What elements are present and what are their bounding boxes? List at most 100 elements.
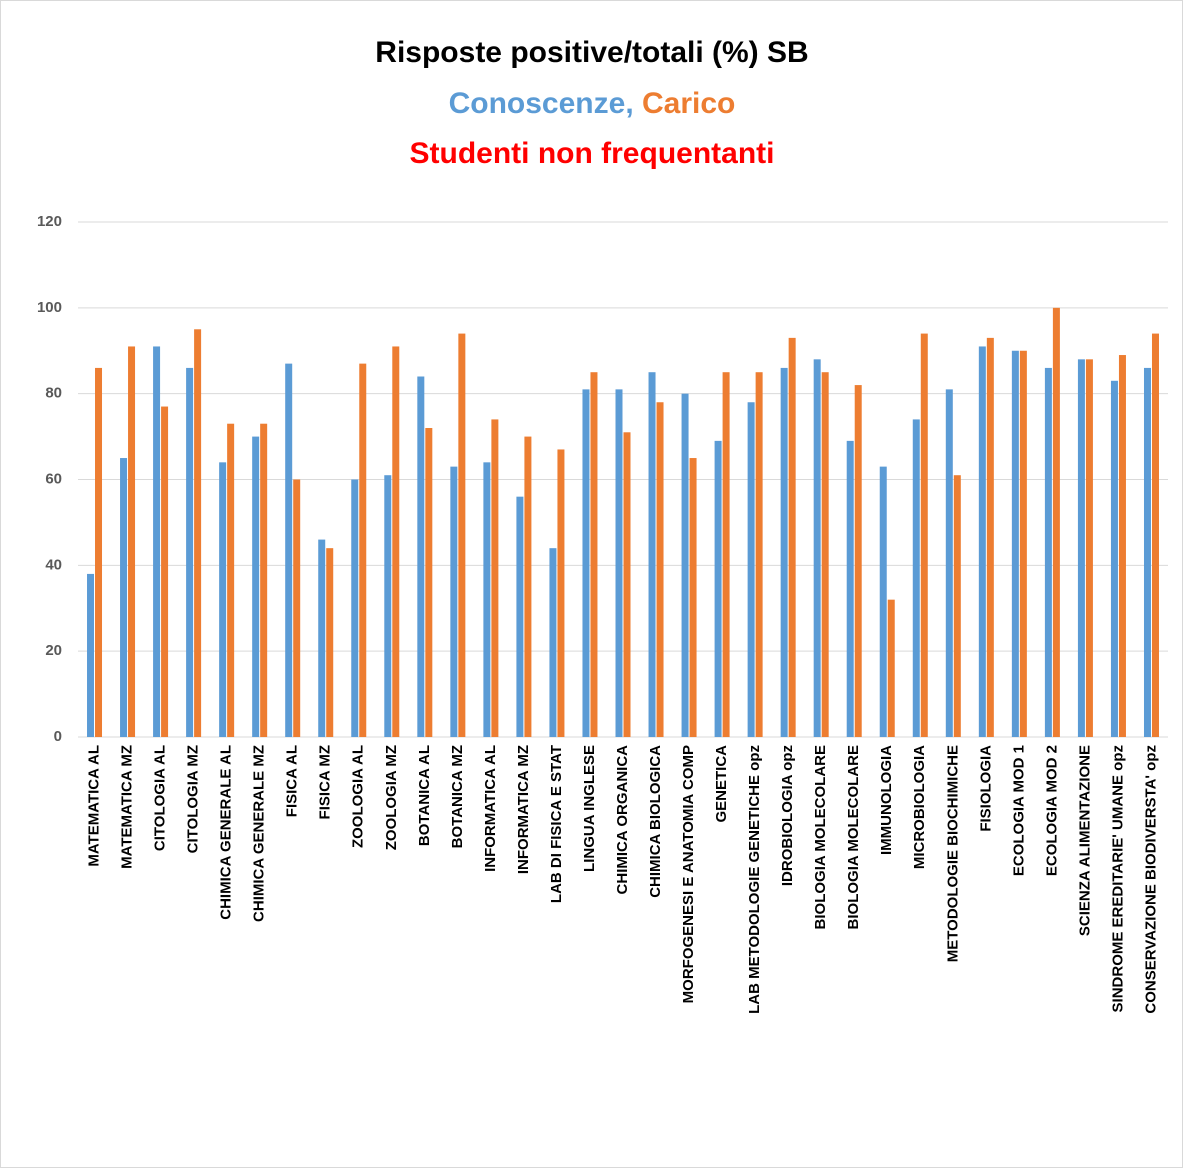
x-tick-label: IMMUNOLOGIA [878,745,895,855]
bar [1118,355,1126,737]
x-tick-label: CHIMICA GENERALE AL [218,745,235,920]
x-tick-label: BOTANICA AL [416,745,433,846]
bar [854,385,862,737]
x-tick-label: MICROBIOLOGIA [911,745,928,869]
x-tick-label: MATEMATICA AL [85,745,102,867]
y-tick-label: 120 [37,213,62,230]
bar [615,389,623,737]
bar [87,573,95,737]
bar [656,402,664,737]
x-tick-label: METODOLOGIE BIOCHIMICHE [944,745,961,962]
y-tick-label: 60 [45,470,62,487]
x-tick-label: MATEMATICA MZ [119,745,136,869]
x-tick-label: SCIENZA ALIMENTAZIONE [1076,745,1093,936]
bar [1019,350,1027,737]
x-tick-label: CITOLOGIA MZ [185,745,202,853]
bar [582,389,590,737]
x-tick-label: GENETICA [713,745,730,823]
x-tick-label: INFORMATICA AL [482,745,499,872]
chart-subtitle: Conoscenze, Carico [449,87,736,120]
x-tick-label: ECOLOGIA MOD 1 [1010,745,1027,876]
bar [714,440,722,737]
bar [384,475,392,737]
bar [648,372,656,737]
bar [623,432,631,737]
bar [722,372,730,737]
bar [1143,367,1151,737]
x-tick-label: ZOOLOGIA MZ [383,745,400,850]
x-tick-label: FISICA MZ [317,745,334,819]
bar [887,599,895,737]
x-tick-label: CITOLOGIA AL [152,745,169,851]
bar [95,367,103,737]
bar [557,449,565,737]
bar [186,367,194,737]
x-tick-label: FISIOLOGIA [977,745,994,832]
bar [945,389,953,737]
bar [120,458,128,737]
x-tick-label: MORFOGENESI E ANATOMIA COMP [680,745,697,1003]
bar [285,363,293,737]
chart-title: Risposte positive/totali (%) SB [375,36,808,69]
x-tick-label: CHIMICA BIOLOGICA [647,745,664,898]
bar [978,346,986,737]
chart-note: Studenti non frequentanti [410,137,775,170]
bar [1044,367,1052,737]
x-tick-label: BIOLOGIA MOLECOLARE [845,745,862,929]
x-tick-label: ECOLOGIA MOD 2 [1043,745,1060,876]
x-tick-label: SINDROME EREDITARIE' UMANE opz [1109,745,1126,1012]
bar [681,393,689,737]
bar [293,479,301,737]
bar [359,363,367,737]
bar [813,359,821,737]
x-tick-label: ZOOLOGIA AL [350,745,367,848]
x-tick-label: BIOLOGIA MOLECOLARE [812,745,829,929]
bar [821,372,829,737]
bar [780,367,788,737]
x-tick-label: LAB METODOLOGIE GENETICHE opz [746,745,763,1014]
bar [1011,350,1019,737]
bar [425,428,433,737]
bar [1077,359,1085,737]
y-tick-label: 80 [45,385,62,402]
bar [524,436,532,737]
bar [689,458,697,737]
bar [1110,380,1118,737]
bar [1151,333,1159,737]
bar [516,496,524,737]
bar [194,329,202,737]
series-name: Carico [642,87,735,120]
bar [318,539,326,737]
x-tick-label: CONSERVAZIONE BIODIVERSTA' opz [1142,745,1159,1014]
bar [458,333,466,737]
series-name: Conoscenze, [449,87,634,120]
x-tick-label: LINGUA INGLESE [581,745,598,872]
bar [392,346,400,737]
bar [986,337,994,737]
bar [161,406,169,737]
bar [1052,307,1060,737]
y-tick-label: 20 [45,642,62,659]
bar [326,548,334,737]
bar [153,346,161,737]
y-tick-label: 100 [37,299,62,316]
bar [260,423,268,737]
bar [879,466,887,737]
x-tick-label: IDROBIOLOGIA opz [779,745,796,886]
bar [128,346,136,737]
x-tick-label: CHIMICA ORGANICA [614,745,631,895]
x-tick-label: INFORMATICA MZ [515,745,532,874]
bar [788,337,796,737]
x-tick-label: CHIMICA GENERALE MZ [251,745,268,922]
y-tick-label: 40 [45,556,62,573]
bar [219,462,227,737]
bar [747,402,755,737]
bar [920,333,928,737]
bar [483,462,491,737]
bar [491,419,499,737]
bar [417,376,425,737]
bar [351,479,359,737]
x-tick-label: FISICA AL [284,745,301,817]
bar [252,436,260,737]
